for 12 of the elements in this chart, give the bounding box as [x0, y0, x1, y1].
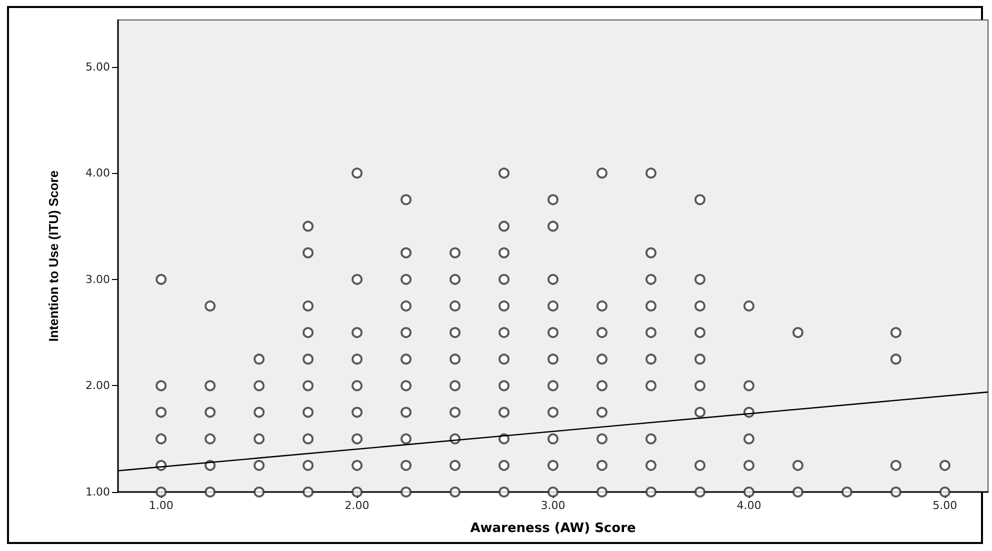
- x-tick-label: 5.00: [932, 499, 958, 512]
- x-tick-label: 3.00: [540, 499, 566, 512]
- x-tick-label: 1.00: [148, 499, 174, 512]
- y-tick-label: 5.00: [86, 60, 110, 74]
- y-tick-label: 4.00: [86, 166, 110, 180]
- x-tick-label: 4.00: [736, 499, 762, 512]
- y-axis-title: Intention to Use (ITU) Score: [46, 170, 61, 342]
- x-axis-title: Awareness (AW) Score: [470, 521, 636, 536]
- y-tick-label: 3.00: [86, 272, 110, 286]
- y-tick-label: 1.00: [86, 486, 110, 498]
- x-tick-label: 2.00: [344, 499, 370, 512]
- y-tick-label: 2.00: [86, 379, 110, 392]
